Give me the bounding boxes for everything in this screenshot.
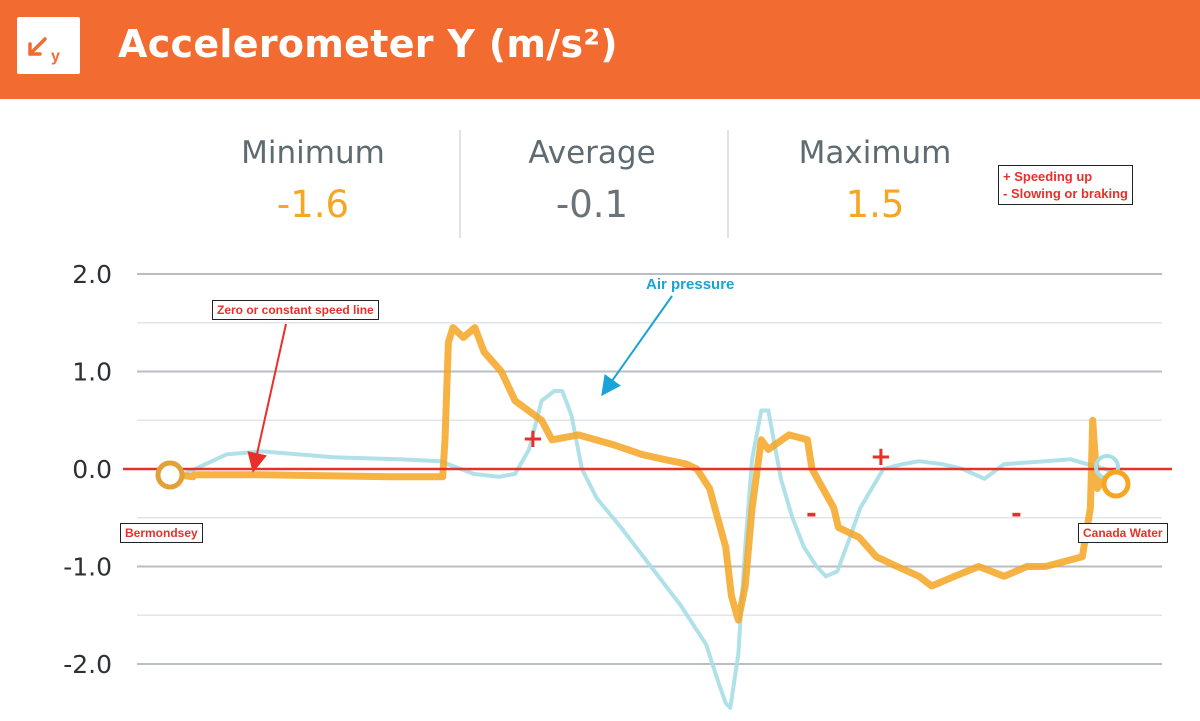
- legend-box: + Speeding up - Slowing or braking: [998, 165, 1133, 205]
- stat-divider: [459, 130, 461, 238]
- accelerometer-chart: 2.0 1.0 0.0 -1.0 -2.0 Air pressure + + - -: [63, 260, 1172, 710]
- stat-divider: [727, 130, 729, 238]
- stat-average: Average -0.1: [462, 135, 722, 226]
- end-marker: [1101, 469, 1131, 499]
- end-station-tag: Canada Water: [1078, 523, 1168, 543]
- start-station-tag: Bermondsey: [120, 523, 203, 543]
- start-marker: [155, 460, 185, 490]
- stat-maximum-value: 1.5: [845, 183, 905, 226]
- series-accelerometer-line: [166, 324, 1122, 624]
- y-tick-label: 0.0: [72, 455, 112, 484]
- zero-line-arrow: [247, 323, 287, 473]
- accelerometer-y-icon: y: [17, 17, 80, 74]
- stat-average-label: Average: [528, 135, 656, 171]
- minus-mark: -: [806, 499, 817, 529]
- series-air-pressure-line: [168, 389, 1120, 710]
- y-axis-ticks: 2.0 1.0 0.0 -1.0 -2.0: [63, 260, 112, 679]
- stat-minimum: Minimum -1.6: [183, 135, 443, 226]
- header-bar: y Accelerometer Y (m/s²): [0, 0, 1200, 99]
- y-tick-label: -1.0: [63, 553, 112, 582]
- legend-slowing: - Slowing or braking: [1003, 186, 1128, 201]
- minus-mark: -: [1011, 499, 1022, 529]
- plus-mark: +: [522, 424, 544, 454]
- y-tick-label: 1.0: [72, 358, 112, 387]
- plus-mark: +: [870, 442, 892, 472]
- stat-average-value: -0.1: [555, 183, 629, 226]
- stat-maximum: Maximum 1.5: [745, 135, 1005, 226]
- stat-minimum-value: -1.6: [276, 183, 350, 226]
- zero-line-tag: Zero or constant speed line: [212, 300, 379, 320]
- stat-maximum-label: Maximum: [798, 135, 952, 171]
- page-title: Accelerometer Y (m/s²): [118, 22, 618, 66]
- stat-minimum-label: Minimum: [241, 135, 385, 171]
- air-pressure-arrow: [601, 295, 673, 397]
- legend-speeding-up: + Speeding up: [1003, 169, 1093, 184]
- y-tick-label: -2.0: [63, 650, 112, 679]
- y-tick-label: 2.0: [72, 260, 112, 289]
- series-layer: [123, 324, 1172, 710]
- air-pressure-label: Air pressure: [646, 276, 734, 293]
- icon-letter: y: [51, 48, 60, 65]
